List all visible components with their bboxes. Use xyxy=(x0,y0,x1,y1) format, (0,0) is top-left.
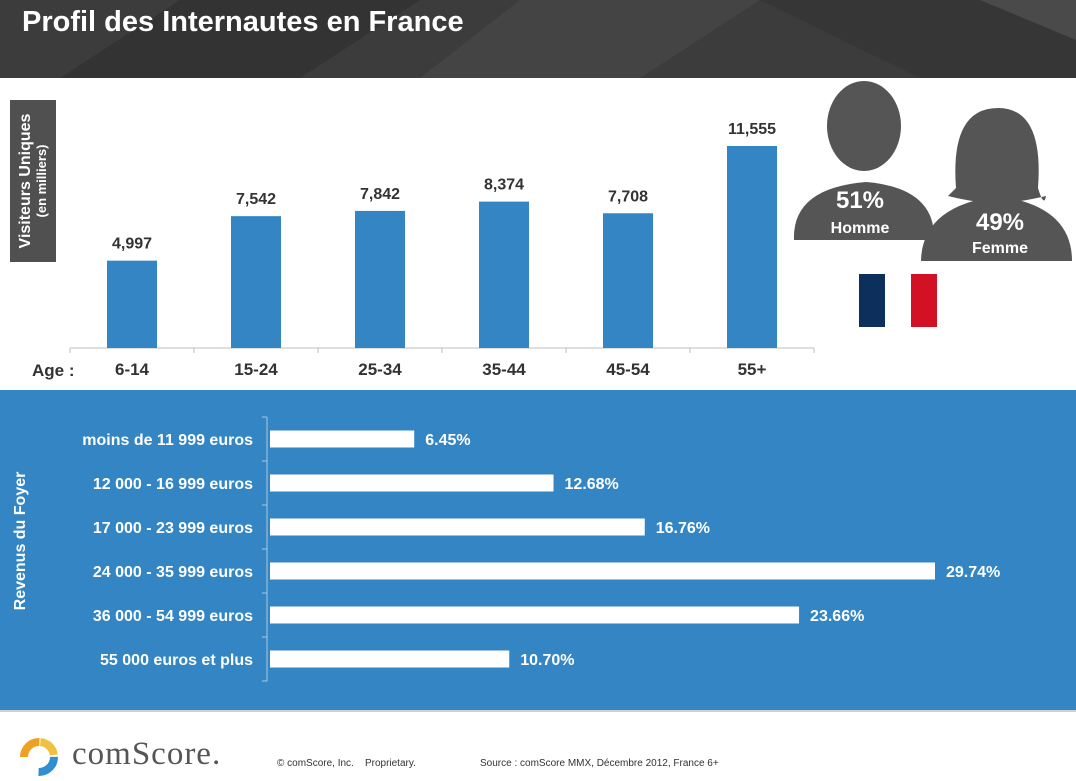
income-bar-chart: 6.45% moins de 11 999 euros 12.68% 12 000 -… xyxy=(82,416,1000,682)
gender-split: 51% Homme 49% Femme xyxy=(793,81,1072,327)
age-bar-value: 8,374 xyxy=(484,177,524,194)
income-bar-value: 23.66% xyxy=(810,608,864,625)
age-bar xyxy=(107,260,157,348)
age-tick-label: 55+ xyxy=(738,360,767,379)
age-bar xyxy=(603,213,653,348)
income-category-label: 55 000 euros et plus xyxy=(100,652,253,669)
income-bar-value: 12.68% xyxy=(565,476,619,493)
female-percent: 49% xyxy=(976,209,1024,236)
visitors-axis-label: Visiteurs Uniques (en milliers) xyxy=(10,100,56,262)
age-bar-value: 7,708 xyxy=(608,188,648,205)
age-tick-label: 35-44 xyxy=(482,360,526,379)
income-bar xyxy=(270,606,800,624)
age-tick-label: 25-34 xyxy=(358,360,402,379)
footer: comScore. © comScore, Inc. Proprietary. … xyxy=(0,710,1076,781)
income-bar xyxy=(270,430,415,448)
income-category-label: 36 000 - 54 999 euros xyxy=(93,608,253,625)
income-category-label: 17 000 - 23 999 euros xyxy=(93,520,253,537)
income-category-label: 12 000 - 16 999 euros xyxy=(93,476,253,493)
income-bar xyxy=(270,518,645,536)
footer-source: Source : comScore MMX, Décembre 2012, Fr… xyxy=(480,758,719,769)
male-percent: 51% xyxy=(836,187,884,214)
page-title: Profil des Internautes en France xyxy=(22,6,464,38)
male-icon xyxy=(793,81,935,240)
age-bar-value: 4,997 xyxy=(112,236,152,253)
income-category-label: moins de 11 999 euros xyxy=(82,432,253,449)
age-bar-value: 7,542 xyxy=(236,191,276,208)
income-bar xyxy=(270,474,554,492)
female-icon xyxy=(921,108,1072,261)
comscore-logo-icon xyxy=(20,738,58,776)
income-bar-value: 29.74% xyxy=(946,564,1000,581)
french-flag-icon xyxy=(859,274,937,327)
age-bar xyxy=(231,216,281,348)
male-label: Homme xyxy=(831,220,890,237)
income-bar-value: 16.76% xyxy=(656,520,710,537)
comscore-logo: comScore. xyxy=(72,736,222,772)
age-bar-chart: 4,997 6-14 7,542 15-24 7,842 25-34 8,374 35-44 7… xyxy=(69,121,815,379)
income-panel xyxy=(0,390,1076,710)
age-tick-label: 15-24 xyxy=(234,360,278,379)
age-bar xyxy=(479,201,529,348)
age-bar xyxy=(355,210,405,348)
age-bar-value: 11,555 xyxy=(728,121,776,138)
female-label: Femme xyxy=(972,240,1028,257)
header-banner: Profil des Internautes en France xyxy=(0,0,1076,78)
age-tick-label: 45-54 xyxy=(606,360,650,379)
age-bar xyxy=(727,146,777,348)
header-background xyxy=(0,0,1076,78)
income-category-label: 24 000 - 35 999 euros xyxy=(93,564,253,581)
income-bar xyxy=(270,562,935,580)
income-bar-value: 10.70% xyxy=(520,652,574,669)
age-tick-label: 6-14 xyxy=(115,360,150,379)
income-axis-label: Revenus du Foyer xyxy=(12,471,29,611)
income-bar-value: 6.45% xyxy=(425,432,470,449)
age-axis-label: Age : xyxy=(32,361,75,380)
income-bar xyxy=(270,650,510,668)
footer-copyright: © comScore, Inc. Proprietary. xyxy=(277,758,416,769)
age-bar-value: 7,842 xyxy=(360,186,400,203)
